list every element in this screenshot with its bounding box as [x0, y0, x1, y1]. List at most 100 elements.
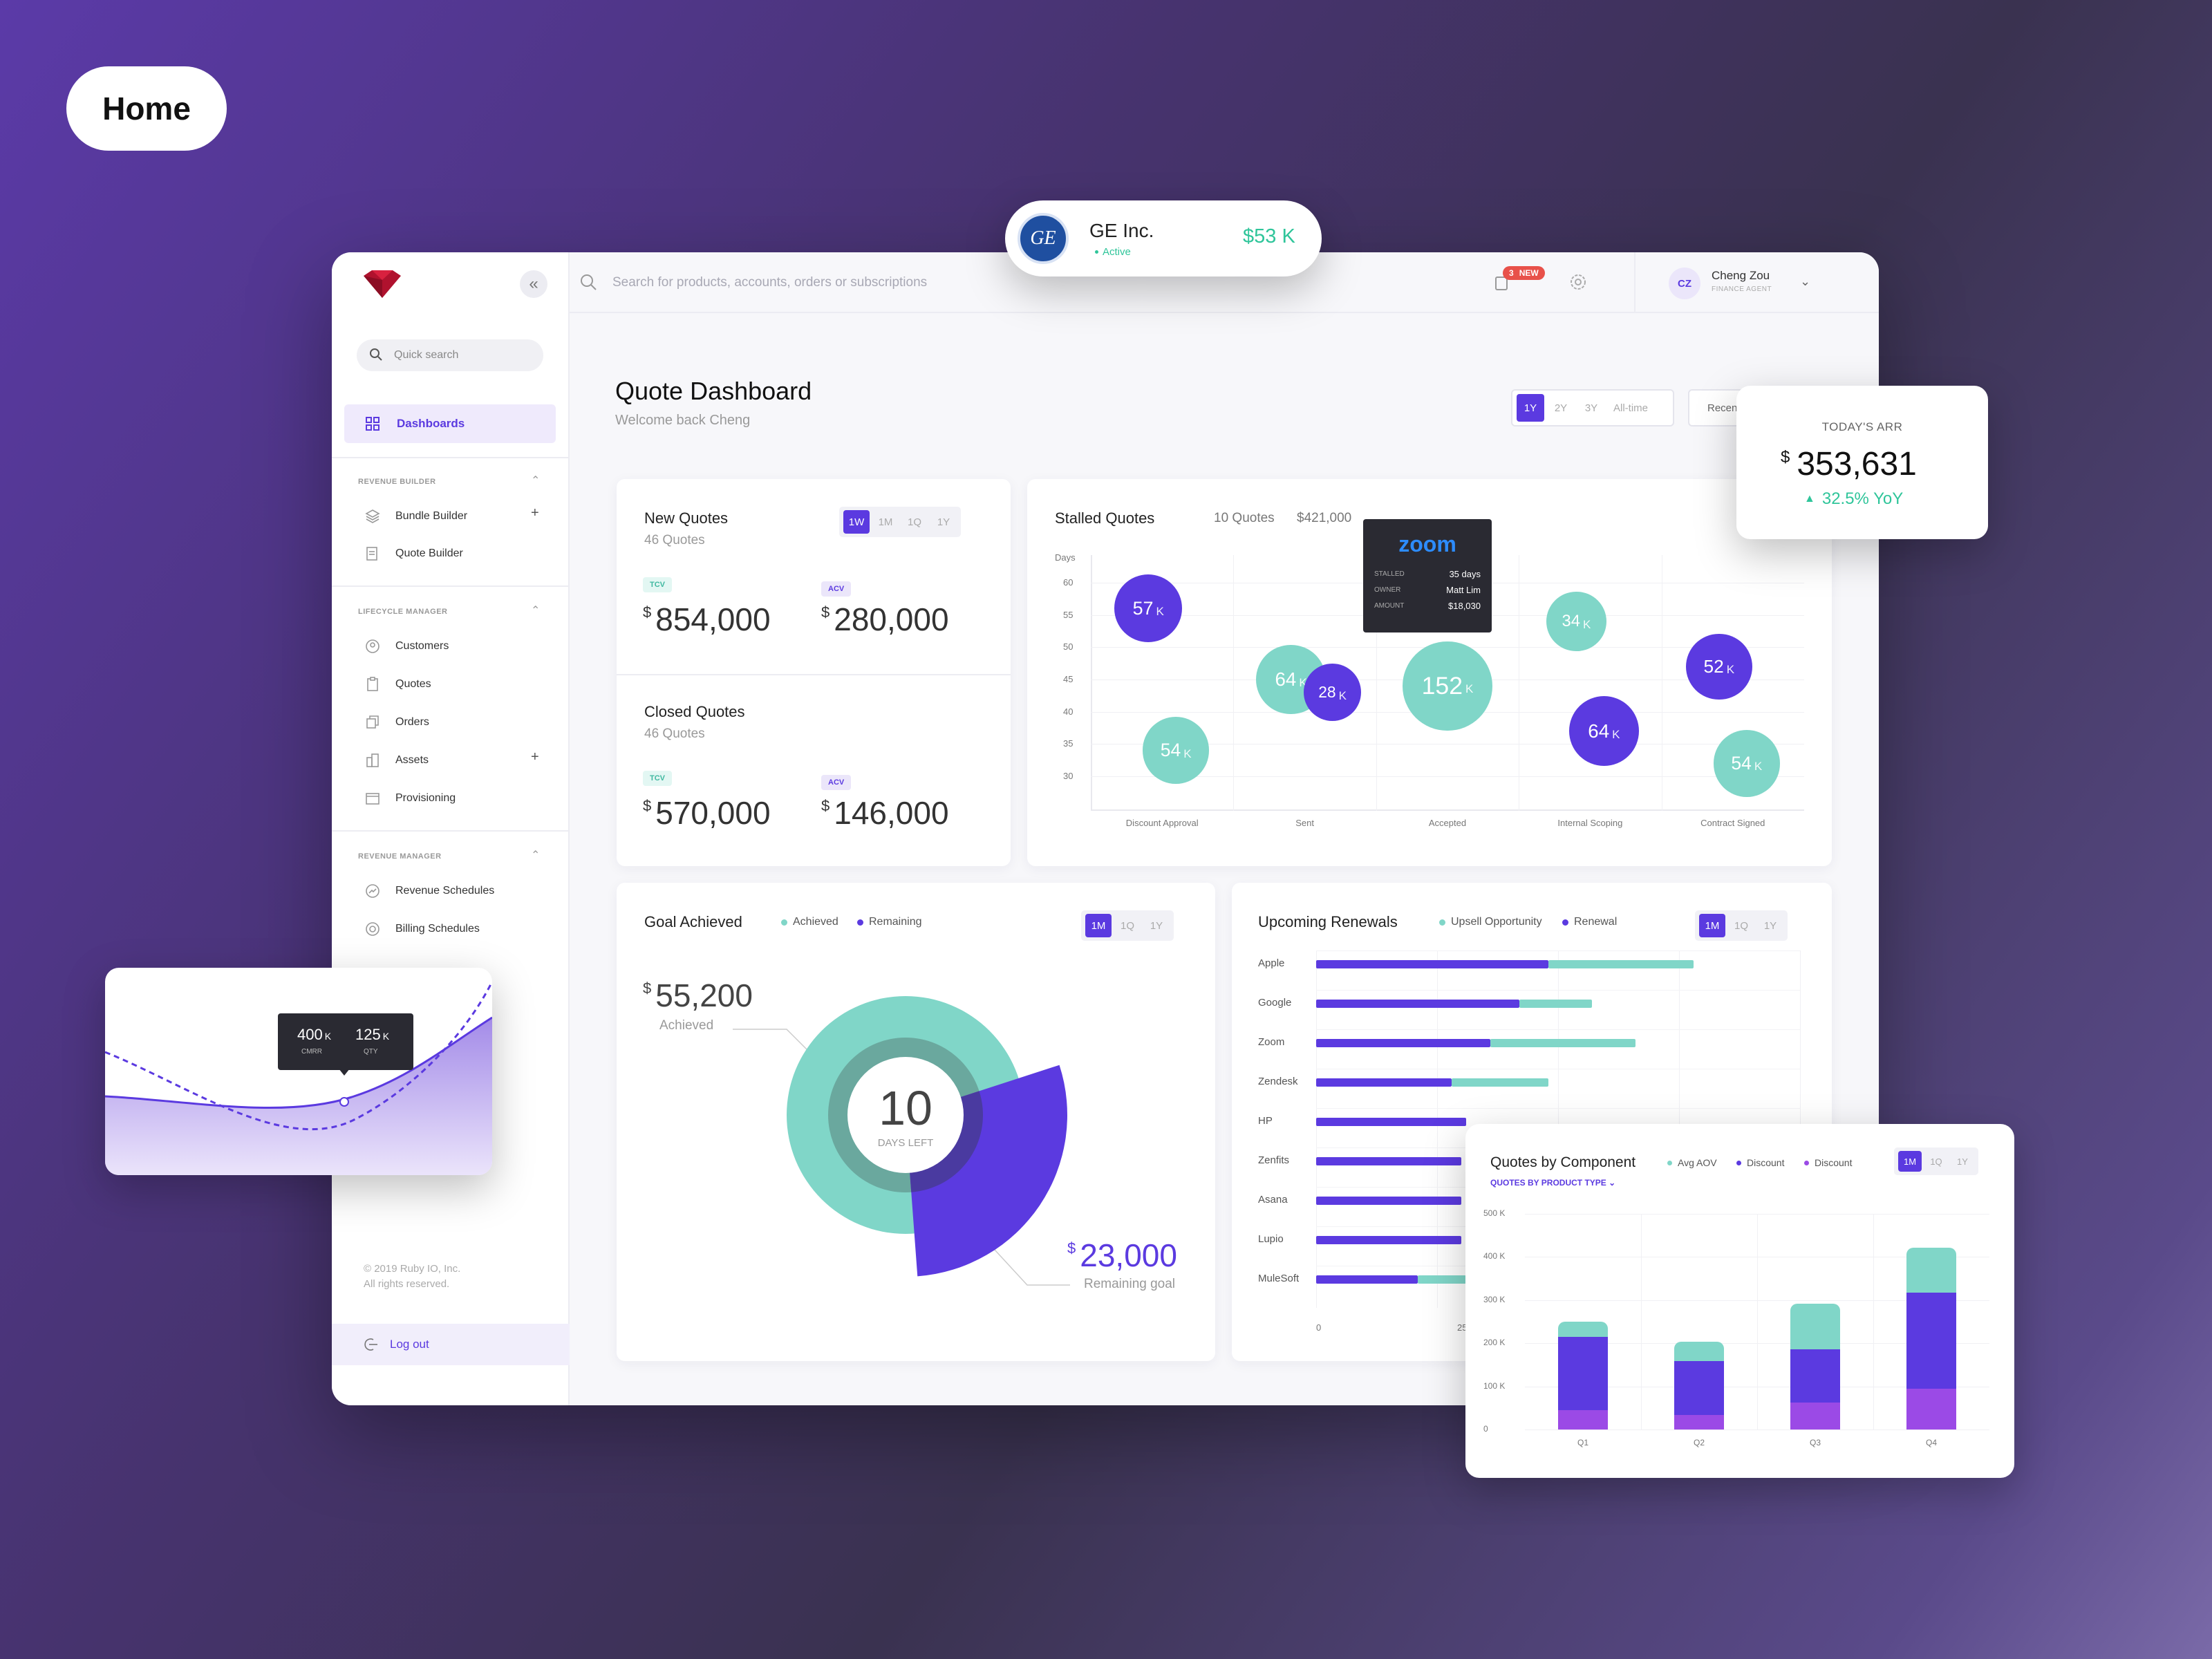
range-1y[interactable]: 1Y [1517, 394, 1544, 422]
range-1q[interactable]: 1Q [907, 516, 921, 528]
stack-segment [1558, 1322, 1608, 1337]
x-tick: Discount Approval [1125, 818, 1199, 828]
range-1q[interactable]: 1Q [1120, 919, 1134, 932]
legend-dot [1439, 919, 1445, 926]
renewal-bar [1316, 1236, 1461, 1244]
bubble-value: 64 [1275, 668, 1297, 690]
acv-tag: ACV [821, 581, 852, 597]
sidebar-item-label: Provisioning [395, 792, 456, 804]
sidebar-item-label: Assets [395, 754, 429, 766]
add-bundle-button[interactable]: + [531, 505, 539, 521]
range-1y[interactable]: 1Y [1957, 1156, 1968, 1167]
row-label: HP [1258, 1115, 1273, 1127]
qty-line [105, 981, 492, 1131]
tooltip-key: OWNER [1374, 586, 1401, 594]
ge-logo: GE [1018, 213, 1069, 264]
account-card[interactable]: GE GE Inc. Active $53 K [1005, 200, 1322, 276]
closed-quotes-title: Closed Quotes [644, 703, 745, 720]
legend-dot [857, 919, 863, 926]
row-label: Zendesk [1258, 1076, 1298, 1087]
range-1y[interactable]: 1Y [1763, 919, 1777, 932]
quick-search-input[interactable]: Quick search [357, 339, 543, 371]
sidebar-item-revenue-schedules[interactable]: Revenue Schedules [365, 883, 552, 899]
user-name: Cheng Zou [1712, 269, 1770, 282]
legend-dot [1562, 919, 1568, 926]
qty-value: 125 K [355, 1026, 389, 1044]
bubble-value: 52 [1703, 655, 1724, 677]
legend-achieved: Achieved [781, 916, 838, 928]
range-all-time[interactable]: All-time [1613, 402, 1649, 414]
sidebar-item-dashboards[interactable]: Dashboards [344, 404, 556, 443]
grid-line [1091, 776, 1804, 777]
sidebar-item-label: Revenue Schedules [395, 885, 495, 897]
sidebar-item-bundle-builder[interactable]: Bundle Builder [365, 508, 552, 525]
sidebar-item-assets[interactable]: Assets [365, 752, 552, 769]
stack-segment [1906, 1293, 1956, 1389]
row-label: MuleSoft [1258, 1273, 1300, 1284]
range-1q[interactable]: 1Q [1930, 1156, 1942, 1167]
remaining-amount: $23,000 [1067, 1237, 1177, 1274]
sidebar-item-label: Dashboards [397, 417, 465, 430]
sidebar-item-billing-schedules[interactable]: Billing Schedules [365, 921, 552, 937]
logout-button[interactable]: Log out [332, 1324, 570, 1365]
tcv-tag: TCV [643, 771, 672, 786]
add-asset-button[interactable]: + [531, 749, 539, 765]
chevron-down-icon[interactable]: ⌄ [1800, 274, 1811, 288]
stack-segment [1558, 1336, 1608, 1410]
range-1w[interactable]: 1W [843, 510, 870, 534]
unit: K [382, 1031, 390, 1042]
sidebar-item-quote-builder[interactable]: Quote Builder [365, 545, 552, 562]
page-title: Quote Dashboard [615, 377, 812, 405]
range-1y[interactable]: 1Y [937, 516, 950, 528]
range-2y[interactable]: 2Y [1554, 402, 1568, 414]
bubble-unit: K [1754, 760, 1763, 774]
sidebar-item-quotes[interactable]: Quotes [365, 676, 552, 693]
hover-point[interactable] [339, 1097, 349, 1107]
notification-icon[interactable] [1493, 273, 1511, 292]
cmrr-value: 400 K [297, 1026, 331, 1044]
avatar[interactable]: CZ [1669, 268, 1700, 299]
renewal-bar [1316, 1039, 1490, 1047]
sidebar-item-provisioning[interactable]: Provisioning [365, 790, 552, 807]
legend-dot [781, 919, 787, 926]
grid-icon [366, 417, 379, 431]
refresh-dollar-icon [366, 922, 379, 936]
y-tick: 300 K [1483, 1294, 1506, 1304]
tcv-tag: TCV [643, 577, 672, 592]
range-1m[interactable]: 1M [1898, 1151, 1922, 1172]
legend-avg-aov: Avg AOV [1667, 1157, 1717, 1168]
range-1q[interactable]: 1Q [1734, 919, 1748, 932]
global-search-input[interactable]: Search for products, accounts, orders or… [612, 275, 928, 290]
chevron-up-icon[interactable]: ⌃ [531, 605, 541, 617]
bubble-unit: K [1156, 605, 1164, 619]
y-tick: 60 [1063, 577, 1074, 588]
renewal-bar [1316, 1000, 1519, 1008]
bubble-value: 34 [1562, 611, 1580, 630]
chevron-up-icon[interactable]: ⌃ [531, 475, 541, 487]
sidebar-item-customers[interactable]: Customers [365, 638, 552, 655]
range-1y[interactable]: 1Y [1150, 919, 1163, 932]
grid-column [1437, 950, 1438, 1308]
divider [332, 457, 570, 458]
x-tick: Q3 [1809, 1438, 1821, 1447]
range-1m[interactable]: 1M [1085, 914, 1112, 937]
range-1m[interactable]: 1M [1699, 914, 1725, 937]
collapse-sidebar-button[interactable]: « [520, 270, 547, 298]
stalled-quotes-card: Stalled Quotes 10 Quotes $421,000 Days 6… [1027, 479, 1832, 866]
bubble-value: 54 [1731, 752, 1752, 774]
status-dot [1095, 250, 1098, 254]
arr-value: $353,631 [1781, 445, 1917, 483]
x-tick: Sent [1295, 818, 1314, 828]
range-1m[interactable]: 1M [878, 516, 893, 528]
achieved-label: Achieved [659, 1018, 714, 1033]
goal-achieved-card: Goal Achieved Achieved Remaining 1M 1Q 1… [617, 883, 1215, 1361]
chevron-up-icon[interactable]: ⌃ [531, 850, 541, 861]
gear-icon[interactable] [1568, 272, 1588, 292]
achieved-amount: $55,200 [643, 977, 753, 1014]
grid-column [1376, 555, 1377, 811]
range-3y[interactable]: 3Y [1584, 402, 1598, 414]
sidebar-item-orders[interactable]: Orders [365, 714, 552, 731]
component-filter-dropdown[interactable]: QUOTES BY PRODUCT TYPE ⌄ [1490, 1178, 1615, 1188]
clipboard-icon [367, 677, 378, 691]
x-tick: Contract Signed [1700, 818, 1765, 828]
